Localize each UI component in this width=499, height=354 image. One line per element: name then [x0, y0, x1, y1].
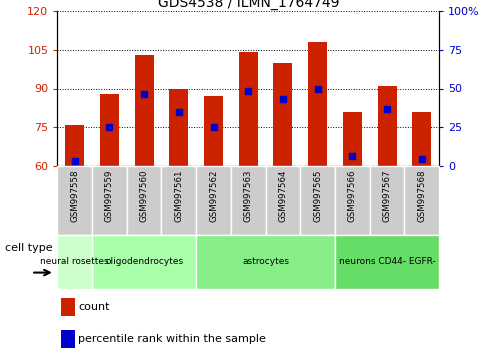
Text: neural rosettes: neural rosettes: [40, 257, 109, 267]
Text: GSM997562: GSM997562: [209, 170, 218, 222]
Bar: [196, 166, 231, 235]
Bar: [412, 112, 431, 166]
Bar: [300, 166, 335, 235]
Bar: [92, 166, 127, 235]
Bar: [162, 166, 196, 235]
Bar: [335, 235, 439, 289]
Text: GSM997566: GSM997566: [348, 170, 357, 222]
Bar: [231, 166, 265, 235]
Bar: [57, 166, 92, 235]
Text: GSM997564: GSM997564: [278, 170, 287, 222]
Text: GSM997559: GSM997559: [105, 170, 114, 222]
Text: count: count: [78, 302, 110, 312]
Bar: [169, 88, 189, 166]
Text: cell type: cell type: [5, 243, 52, 253]
Bar: [370, 166, 404, 235]
Text: GSM997560: GSM997560: [140, 170, 149, 222]
Bar: [127, 166, 162, 235]
Text: oligodendrocytes: oligodendrocytes: [105, 257, 183, 267]
Text: GSM997568: GSM997568: [417, 170, 426, 222]
Bar: [92, 235, 196, 289]
Text: GSM997563: GSM997563: [244, 170, 253, 222]
Text: percentile rank within the sample: percentile rank within the sample: [78, 334, 266, 344]
Text: GSM997567: GSM997567: [383, 170, 392, 222]
Bar: [273, 63, 292, 166]
Text: GSM997558: GSM997558: [70, 170, 79, 222]
Bar: [57, 235, 92, 289]
Bar: [65, 125, 84, 166]
Bar: [61, 298, 74, 316]
Text: GSM997565: GSM997565: [313, 170, 322, 222]
Bar: [196, 235, 335, 289]
Bar: [404, 166, 439, 235]
Text: GSM997561: GSM997561: [174, 170, 183, 222]
Bar: [378, 86, 397, 166]
Bar: [204, 96, 223, 166]
Title: GDS4538 / ILMN_1764749: GDS4538 / ILMN_1764749: [158, 0, 339, 10]
Bar: [265, 166, 300, 235]
Bar: [308, 42, 327, 166]
Text: neurons CD44- EGFR-: neurons CD44- EGFR-: [339, 257, 436, 267]
Bar: [100, 94, 119, 166]
Text: astrocytes: astrocytes: [242, 257, 289, 267]
Bar: [135, 55, 154, 166]
Bar: [239, 52, 258, 166]
Bar: [335, 166, 370, 235]
Bar: [343, 112, 362, 166]
Bar: [61, 330, 74, 348]
